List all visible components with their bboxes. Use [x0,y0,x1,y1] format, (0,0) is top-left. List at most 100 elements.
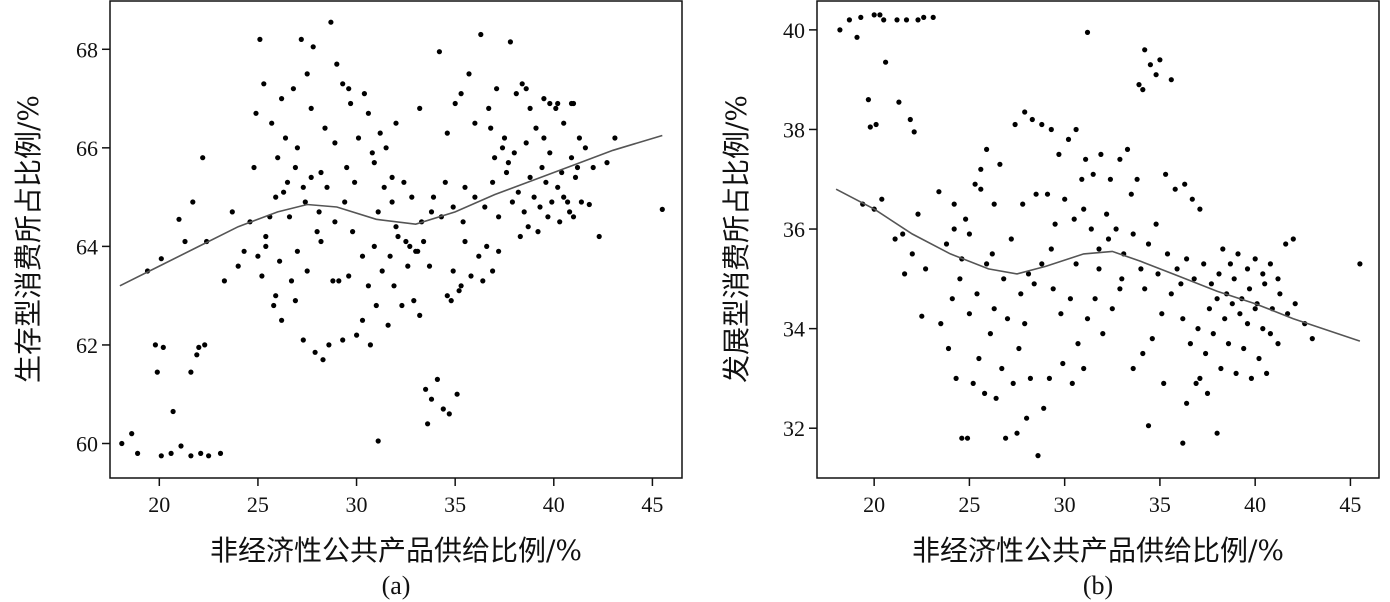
x-tick-label: 35 [1149,492,1171,517]
data-point [472,120,478,126]
data-point [574,164,581,171]
data-point [1073,126,1079,133]
data-point [1206,306,1212,312]
data-point [1231,276,1237,282]
data-point [346,86,352,92]
data-point [1252,306,1258,312]
data-point [322,125,328,131]
data-point [953,375,959,381]
data-point [458,283,464,289]
data-point [1204,390,1211,396]
data-point [1073,261,1079,267]
data-point [1096,266,1102,272]
data-point [348,100,354,107]
data-point [302,199,308,205]
data-point [450,268,456,274]
data-point [503,169,510,176]
data-point [596,233,602,240]
data-point [1244,321,1251,327]
data-point [1109,306,1115,312]
data-point [561,120,567,126]
x-tick-label: 45 [1339,492,1361,517]
data-point [490,268,496,274]
data-point [513,91,519,97]
plot-frame [816,0,1380,479]
data-point [590,164,596,171]
data-point [1117,286,1123,292]
data-point [1275,341,1281,347]
data-point [945,345,952,352]
data-point [1197,206,1203,212]
data-point [1081,365,1087,372]
data-point [312,349,318,355]
data-point [1071,216,1077,222]
data-point [381,184,387,190]
data-point [359,253,366,259]
data-point [572,174,579,180]
data-point [1096,246,1102,252]
data-point [919,313,925,319]
data-point [292,164,298,171]
x-tick-label: 30 [346,492,368,517]
data-point [476,253,482,259]
data-point [1142,47,1148,53]
data-point [1203,350,1209,357]
data-point [907,116,913,123]
data-point [517,233,523,240]
data-point [344,164,350,171]
data-point [1174,266,1180,272]
data-point [332,140,338,146]
data-point [1264,370,1270,376]
data-point [271,302,277,309]
data-point [1164,251,1171,257]
data-point [450,204,456,210]
data-point [188,369,194,375]
data-point [129,431,135,437]
data-point [1168,291,1174,297]
data-point [1256,355,1262,362]
data-point [1140,350,1146,357]
data-point [911,129,917,135]
data-point [446,411,452,417]
data-point [533,125,539,131]
data-point [454,391,460,397]
data-point [997,161,1003,167]
data-point [978,186,984,192]
data-point [334,61,340,67]
data-point [200,155,206,161]
data-point [1275,276,1281,282]
data-point [194,352,200,358]
data-point [1260,326,1266,332]
data-point [1187,341,1193,347]
data-point [1003,435,1009,441]
data-point [951,226,957,232]
data-point [903,17,910,23]
data-point [417,312,423,318]
y-tick-label: 66 [76,136,98,161]
data-point [984,261,990,267]
data-point [1252,256,1258,262]
data-point [1283,241,1289,247]
data-point [206,453,212,459]
data-point [290,86,296,92]
data-point [877,12,883,18]
data-point [892,236,898,242]
data-point [421,238,427,245]
data-point [1225,341,1232,347]
x-axis-title: 非经济性公共产品供给比例/% [210,534,582,567]
data-point [507,39,513,45]
data-point [1052,221,1058,227]
data-point [1290,236,1296,242]
data-point [949,296,955,302]
data-point [1104,211,1110,217]
data-point [1267,331,1273,337]
data-point [1222,316,1228,322]
data-point [1048,246,1054,252]
data-point [879,196,885,202]
data-point [401,179,407,185]
data-point [1025,271,1032,277]
data-point [1119,276,1125,282]
data-point [1147,62,1153,68]
data-point [1214,296,1220,302]
